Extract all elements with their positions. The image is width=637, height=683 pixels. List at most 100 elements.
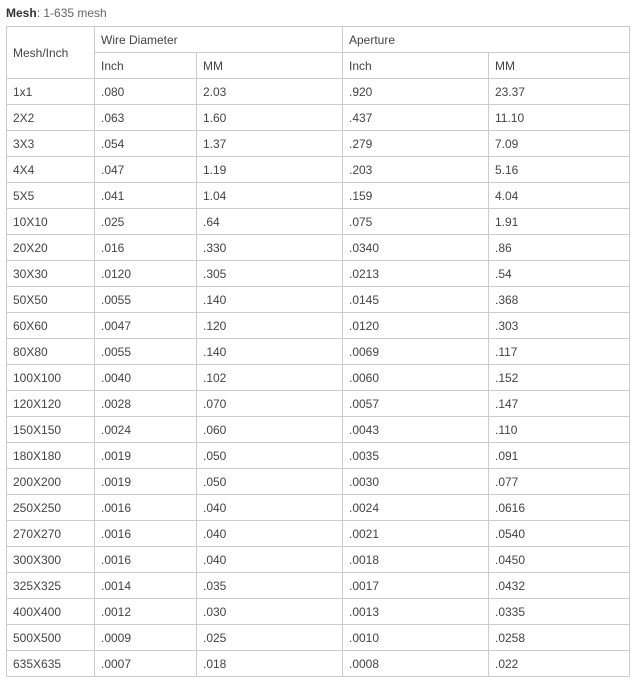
table-row: 635X635.0007.018.0008.022	[7, 651, 630, 677]
cell-wire-inch: .054	[95, 131, 197, 157]
cell-wire-mm: .030	[197, 599, 343, 625]
col-aperture-inch: Inch	[343, 53, 489, 79]
cell-mesh: 1x1	[7, 79, 95, 105]
cell-mesh: 100X100	[7, 365, 95, 391]
cell-mesh: 30X30	[7, 261, 95, 287]
col-mesh: Mesh/Inch	[7, 27, 95, 79]
cell-aperture-inch: .0010	[343, 625, 489, 651]
header-label: Mesh	[6, 6, 37, 20]
cell-aperture-inch: .0021	[343, 521, 489, 547]
cell-wire-inch: .0040	[95, 365, 197, 391]
cell-aperture-mm: .0540	[489, 521, 630, 547]
cell-mesh: 2X2	[7, 105, 95, 131]
cell-aperture-mm: .303	[489, 313, 630, 339]
table-row: 5X5.0411.04.1594.04	[7, 183, 630, 209]
cell-wire-mm: .64	[197, 209, 343, 235]
cell-wire-mm: 2.03	[197, 79, 343, 105]
cell-mesh: 150X150	[7, 417, 95, 443]
cell-wire-mm: .018	[197, 651, 343, 677]
cell-mesh: 635X635	[7, 651, 95, 677]
col-wire-diameter: Wire Diameter	[95, 27, 343, 53]
cell-mesh: 80X80	[7, 339, 95, 365]
cell-wire-mm: .035	[197, 573, 343, 599]
cell-wire-mm: .025	[197, 625, 343, 651]
cell-aperture-mm: .0616	[489, 495, 630, 521]
cell-wire-inch: .0014	[95, 573, 197, 599]
table-row: 60X60.0047.120.0120.303	[7, 313, 630, 339]
cell-aperture-mm: .0432	[489, 573, 630, 599]
col-wire-mm: MM	[197, 53, 343, 79]
cell-mesh: 50X50	[7, 287, 95, 313]
cell-wire-inch: .016	[95, 235, 197, 261]
cell-mesh: 270X270	[7, 521, 95, 547]
table-row: 400X400.0012.030.0013.0335	[7, 599, 630, 625]
cell-aperture-inch: .0018	[343, 547, 489, 573]
cell-mesh: 5X5	[7, 183, 95, 209]
table-row: 250X250.0016.040.0024.0616	[7, 495, 630, 521]
table-row: 325X325.0014.035.0017.0432	[7, 573, 630, 599]
col-aperture: Aperture	[343, 27, 630, 53]
cell-aperture-mm: .54	[489, 261, 630, 287]
cell-mesh: 3X3	[7, 131, 95, 157]
cell-aperture-mm: .0450	[489, 547, 630, 573]
cell-wire-inch: .0024	[95, 417, 197, 443]
cell-wire-mm: 1.04	[197, 183, 343, 209]
cell-mesh: 250X250	[7, 495, 95, 521]
table-row: 200X200.0019.050.0030.077	[7, 469, 630, 495]
cell-wire-inch: .0007	[95, 651, 197, 677]
cell-mesh: 120X120	[7, 391, 95, 417]
cell-aperture-mm: .0258	[489, 625, 630, 651]
table-header-row-sub: Inch MM Inch MM	[7, 53, 630, 79]
cell-wire-mm: .330	[197, 235, 343, 261]
table-row: 100X100.0040.102.0060.152	[7, 365, 630, 391]
cell-wire-inch: .0120	[95, 261, 197, 287]
cell-mesh: 300X300	[7, 547, 95, 573]
table-row: 300X300.0016.040.0018.0450	[7, 547, 630, 573]
cell-aperture-inch: .0120	[343, 313, 489, 339]
cell-aperture-inch: .0030	[343, 469, 489, 495]
cell-aperture-mm: 23.37	[489, 79, 630, 105]
cell-wire-inch: .0028	[95, 391, 197, 417]
cell-aperture-inch: .920	[343, 79, 489, 105]
cell-aperture-mm: .0335	[489, 599, 630, 625]
table-row: 270X270.0016.040.0021.0540	[7, 521, 630, 547]
cell-mesh: 60X60	[7, 313, 95, 339]
cell-aperture-inch: .075	[343, 209, 489, 235]
table-row: 150X150.0024.060.0043.110	[7, 417, 630, 443]
cell-aperture-mm: .152	[489, 365, 630, 391]
cell-aperture-mm: .117	[489, 339, 630, 365]
cell-wire-inch: .025	[95, 209, 197, 235]
page-header: Mesh: 1-635 mesh	[6, 6, 631, 20]
cell-aperture-mm: .077	[489, 469, 630, 495]
cell-mesh: 4X4	[7, 157, 95, 183]
cell-mesh: 400X400	[7, 599, 95, 625]
table-row: 50X50.0055.140.0145.368	[7, 287, 630, 313]
cell-wire-mm: .102	[197, 365, 343, 391]
cell-aperture-inch: .159	[343, 183, 489, 209]
cell-wire-mm: .050	[197, 469, 343, 495]
cell-aperture-inch: .0145	[343, 287, 489, 313]
table-row: 80X80.0055.140.0069.117	[7, 339, 630, 365]
table-row: 180X180.0019.050.0035.091	[7, 443, 630, 469]
cell-aperture-inch: .437	[343, 105, 489, 131]
cell-wire-inch: .063	[95, 105, 197, 131]
cell-wire-inch: .0019	[95, 443, 197, 469]
table-row: 1x1.0802.03.92023.37	[7, 79, 630, 105]
cell-aperture-inch: .0043	[343, 417, 489, 443]
cell-wire-mm: 1.19	[197, 157, 343, 183]
cell-aperture-mm: 1.91	[489, 209, 630, 235]
cell-wire-inch: .0016	[95, 547, 197, 573]
cell-wire-inch: .0055	[95, 339, 197, 365]
cell-mesh: 20X20	[7, 235, 95, 261]
cell-wire-mm: .040	[197, 547, 343, 573]
col-aperture-mm: MM	[489, 53, 630, 79]
cell-aperture-inch: .279	[343, 131, 489, 157]
cell-wire-inch: .0055	[95, 287, 197, 313]
cell-mesh: 180X180	[7, 443, 95, 469]
cell-aperture-mm: .022	[489, 651, 630, 677]
cell-aperture-inch: .0060	[343, 365, 489, 391]
table-row: 2X2.0631.60.43711.10	[7, 105, 630, 131]
mesh-table: Mesh/Inch Wire Diameter Aperture Inch MM…	[6, 26, 630, 677]
cell-aperture-inch: .0013	[343, 599, 489, 625]
cell-aperture-inch: .0024	[343, 495, 489, 521]
